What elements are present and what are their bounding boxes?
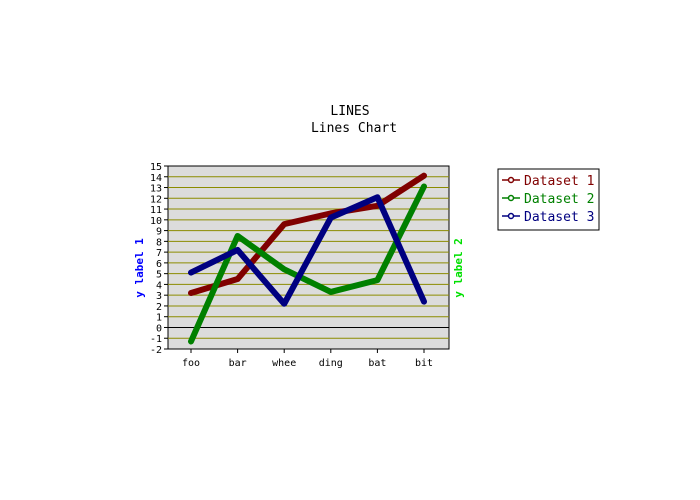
y-tick-label: 13 — [150, 184, 162, 195]
series-line-3 — [188, 194, 427, 307]
x-tick-label: bar — [229, 358, 247, 369]
series-line-1 — [188, 172, 427, 297]
y-tick-label: -2 — [150, 345, 162, 356]
y-tick-label: 15 — [150, 162, 162, 173]
x-tick-label: bat — [368, 358, 386, 369]
chart-subtitle: Lines Chart — [311, 121, 397, 136]
x-tick-label: foo — [182, 358, 200, 369]
legend-box — [497, 168, 600, 231]
y-tick-label: 2 — [156, 302, 162, 313]
y-tick-label: 10 — [150, 216, 162, 227]
legend-label: Dataset 2 — [524, 192, 594, 207]
y-tick-label: 14 — [150, 173, 162, 184]
y-axis-label-left: y label 1 — [133, 238, 146, 298]
legend-label: Dataset 3 — [524, 210, 594, 225]
legend-label: Dataset 1 — [524, 174, 594, 189]
y-tick-label: 6 — [156, 259, 162, 270]
y-tick-label: 7 — [156, 248, 162, 259]
x-tick-label: bit — [415, 358, 433, 369]
y-tick-label: 11 — [150, 205, 162, 216]
y-axis-label-right: y label 2 — [452, 238, 465, 298]
legend-marker — [507, 176, 515, 184]
x-tick-label: whee — [272, 358, 296, 369]
y-tick-label: 12 — [150, 194, 162, 205]
chart-title: LINES — [330, 104, 369, 119]
y-tick-label: 3 — [156, 291, 162, 302]
y-tick-label: 0 — [156, 323, 162, 334]
grid-lines — [168, 176, 449, 339]
y-tick-label: 5 — [156, 270, 162, 281]
legend-marker — [507, 194, 515, 202]
y-tick-label: 8 — [156, 237, 162, 248]
series-lines — [188, 172, 427, 345]
x-axis-ticks: foo bar whee ding bat bit — [182, 349, 433, 369]
legend: Dataset 1 Dataset 2 Dataset 3 — [497, 168, 600, 231]
legend-marker — [507, 212, 515, 220]
y-tick-label: -1 — [150, 334, 162, 345]
x-tick-label: ding — [319, 358, 343, 369]
y-tick-label: 1 — [156, 313, 162, 324]
y-tick-label: 9 — [156, 227, 162, 238]
y-tick-label: 4 — [156, 280, 162, 291]
